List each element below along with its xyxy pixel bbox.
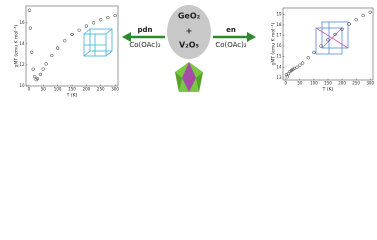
- left-salt: Co(OAc)₂: [129, 41, 161, 49]
- data-point: [347, 22, 351, 26]
- plus: +: [186, 27, 193, 36]
- right-salt: Co(OAc)₂: [215, 41, 247, 49]
- x-axis-label: T (K): [322, 87, 334, 93]
- data-point: [28, 26, 32, 30]
- data-point: [31, 67, 35, 71]
- data-point: [113, 13, 117, 18]
- x-axis-label: T (K): [66, 93, 78, 99]
- y-tick-label: 16: [19, 20, 25, 25]
- reactant-oval: [167, 5, 211, 59]
- x-tick-label: 300: [366, 81, 374, 86]
- x-tick-label: 100: [310, 81, 318, 86]
- graphical-abstract: GeO₂ + V₂O₅ pdn Co(OAc)₂ en Co(OAc)₂ 0 50…: [14, 5, 374, 99]
- x-tick-label: 50: [41, 87, 47, 92]
- x-tick-label: 250: [352, 81, 360, 86]
- y-tick-label: 16: [276, 43, 282, 48]
- y-tick-label: 19: [276, 11, 282, 16]
- data-point: [30, 50, 34, 54]
- x-tick-label: 0: [285, 81, 288, 86]
- structure-right: [315, 21, 349, 55]
- x-tick-label: 200: [338, 81, 346, 86]
- data-point: [285, 75, 289, 79]
- data-point: [298, 63, 302, 67]
- x-tick-label: 100: [54, 87, 62, 92]
- y-tick-label: 14: [19, 41, 25, 46]
- left-arrow: [122, 32, 165, 42]
- data-point: [77, 28, 81, 32]
- data-point: [354, 17, 358, 22]
- reactant-1: GeO₂: [178, 12, 201, 21]
- data-point: [340, 27, 344, 31]
- data-point: [361, 13, 365, 18]
- y-tick-label: 13: [276, 75, 282, 80]
- data-point: [41, 67, 45, 71]
- y-tick-label: 18: [276, 22, 282, 27]
- data-point: [312, 50, 316, 55]
- data-point: [306, 56, 310, 60]
- data-point: [38, 72, 43, 77]
- data-point: [333, 32, 337, 37]
- data-point: [70, 32, 74, 37]
- y-tick-label: 17: [276, 33, 282, 38]
- data-point: [84, 24, 89, 28]
- x-tick-label: 200: [83, 87, 91, 92]
- y-axis-label: χMT (emu K mol⁻¹): [14, 24, 20, 67]
- data-point: [292, 66, 296, 71]
- data-point: [326, 38, 330, 42]
- data-point: [368, 10, 372, 14]
- left-reagent: pdn: [137, 26, 152, 34]
- data-point: [55, 46, 60, 50]
- data-point: [295, 65, 299, 69]
- cluster-icon: [175, 62, 203, 92]
- data-point: [27, 8, 32, 12]
- data-point: [50, 53, 54, 58]
- x-tick-label: 50: [297, 81, 303, 86]
- y-tick-label: 15: [276, 54, 282, 59]
- data-point: [63, 39, 67, 43]
- right-arrow: [213, 32, 256, 42]
- x-tick-label: 250: [97, 87, 105, 92]
- y-tick-label: 12: [19, 62, 25, 67]
- structure-left: [83, 28, 113, 57]
- data-point: [319, 44, 323, 48]
- plot-frame: [282, 7, 374, 81]
- data-point: [44, 62, 48, 66]
- plot-frame: [25, 5, 119, 87]
- data-point: [106, 15, 110, 20]
- x-tick-label: 300: [111, 87, 119, 92]
- data-point: [99, 18, 103, 22]
- y-tick-label: 14: [276, 64, 282, 69]
- right-reagent: en: [226, 26, 236, 34]
- data-point: [301, 61, 305, 65]
- data-point: [32, 74, 37, 79]
- y-tick-label: 10: [19, 83, 25, 88]
- x-tick-label: 0: [28, 87, 31, 92]
- data-point: [91, 21, 96, 25]
- data-point: [35, 76, 40, 81]
- y-axis-label: χMT (emu K mol⁻¹): [271, 22, 277, 65]
- reactant-2: V₂O₅: [179, 41, 199, 50]
- x-tick-label: 150: [324, 81, 332, 86]
- x-tick-label: 150: [68, 87, 76, 92]
